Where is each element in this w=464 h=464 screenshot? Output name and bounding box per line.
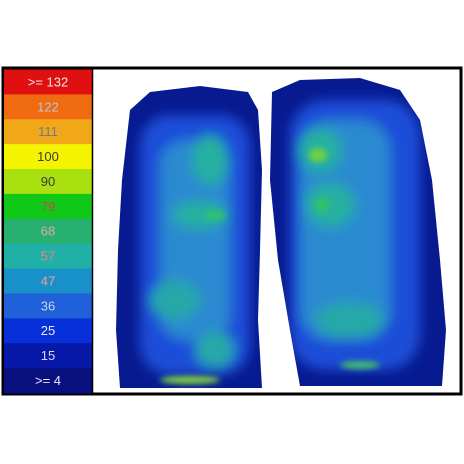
legend-swatch <box>4 368 92 394</box>
legend-label: 68 <box>41 224 55 239</box>
legend-swatch <box>4 243 92 270</box>
legend-swatch <box>4 193 92 220</box>
legend-label: >= 4 <box>35 373 61 388</box>
legend-label: 15 <box>41 348 55 363</box>
legend-label: 57 <box>41 249 55 264</box>
legend-label: >= 132 <box>28 74 69 89</box>
legend-swatch <box>4 119 92 145</box>
legend-swatch <box>4 144 92 170</box>
legend-swatch <box>4 94 92 120</box>
legend: >= 132 122 111 100 90 79 68 57 47 36 25 15 >= 4 <box>4 68 94 394</box>
legend-label: 36 <box>41 298 55 313</box>
legend-label: 122 <box>37 99 59 114</box>
legend-label: 47 <box>41 273 55 288</box>
legend-label: 79 <box>41 199 55 214</box>
legend-swatch <box>4 343 92 369</box>
legend-label: 111 <box>38 124 58 139</box>
legend-swatch <box>4 169 92 195</box>
legend-label: 100 <box>37 149 59 164</box>
legend-swatch <box>4 293 92 319</box>
legend-swatch <box>4 218 92 245</box>
legend-label: 25 <box>41 323 55 338</box>
heatmap <box>116 78 446 388</box>
legend-swatch <box>4 69 92 95</box>
legend-label: 90 <box>41 174 55 189</box>
legend-swatch <box>4 318 92 344</box>
legend-swatch <box>4 268 92 294</box>
